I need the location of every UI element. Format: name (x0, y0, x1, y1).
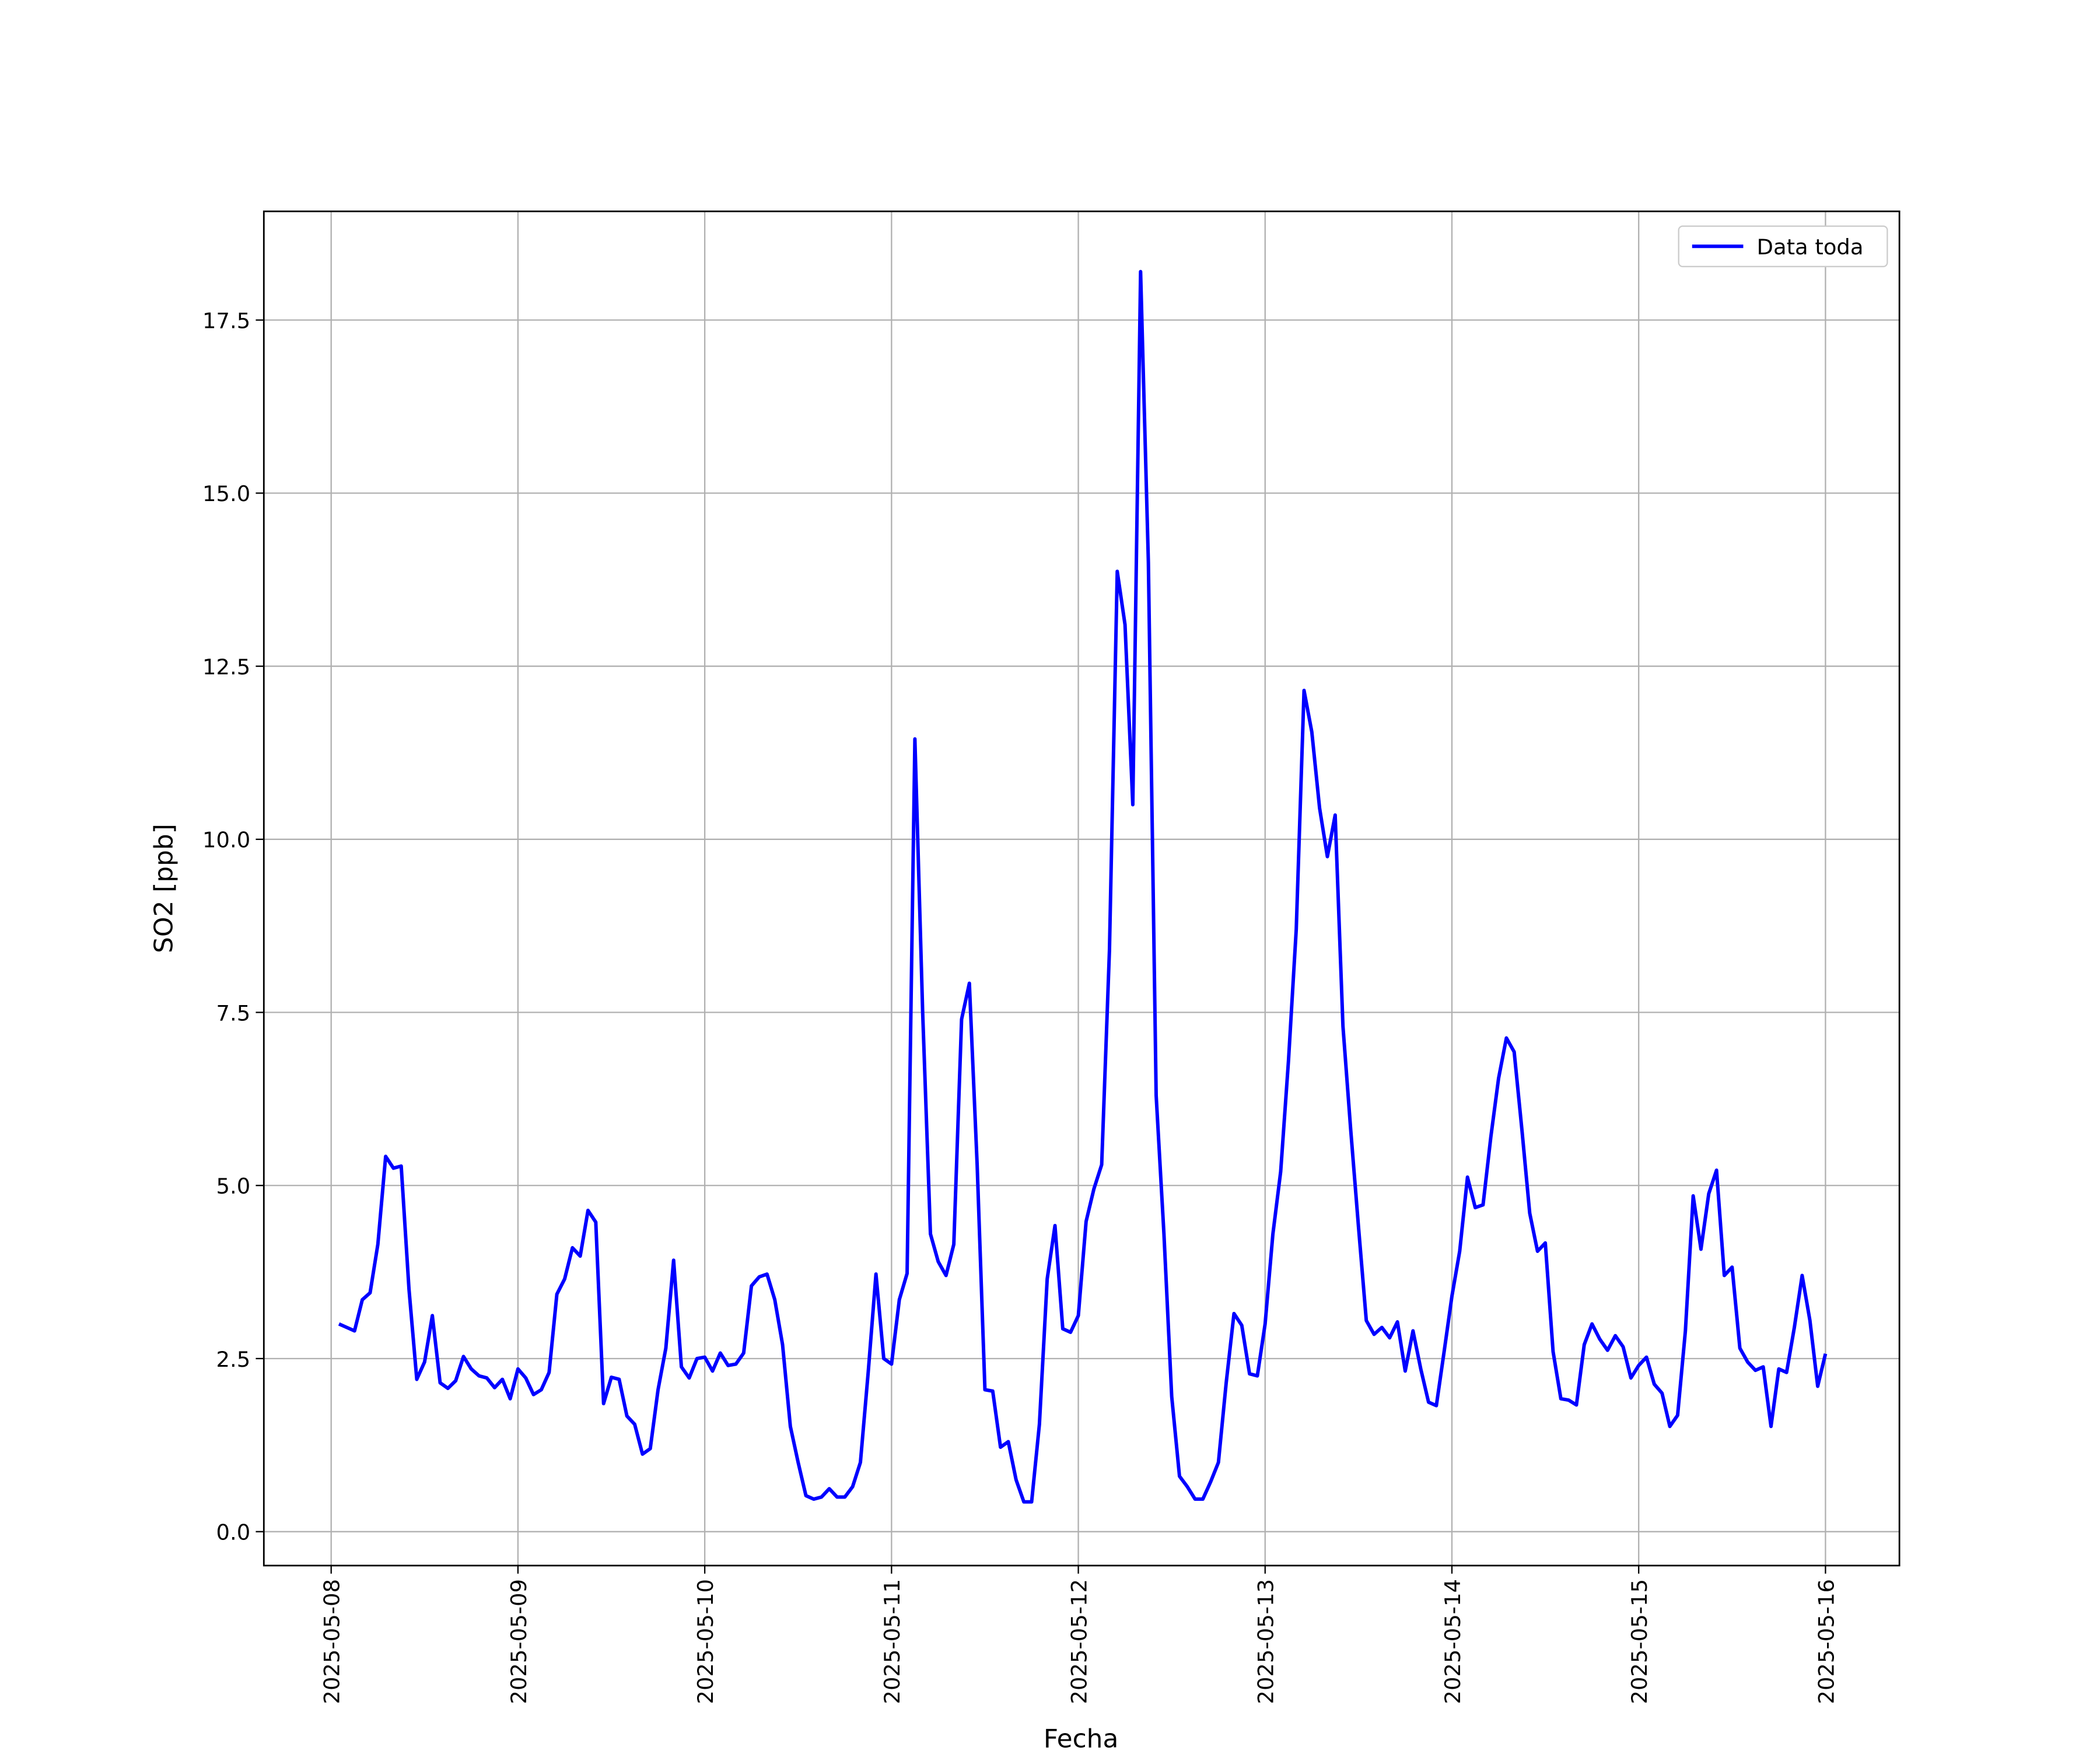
grid (264, 211, 1900, 1566)
x-tick-label: 2025-05-14 (1440, 1579, 1465, 1704)
x-tick-label: 2025-05-12 (1066, 1579, 1091, 1704)
y-tick-label: 12.5 (202, 654, 250, 680)
y-tick-label: 0.0 (216, 1520, 251, 1545)
x-tick-label: 2025-05-15 (1627, 1579, 1652, 1704)
x-tick-label: 2025-05-13 (1254, 1579, 1279, 1704)
y-axis-label: SO2 [ppb] (149, 824, 178, 953)
plot-area (338, 270, 1828, 1504)
legend-box (1678, 225, 1888, 268)
y-tick-label: 17.5 (202, 308, 250, 333)
legend-label: Data toda (1757, 235, 1864, 260)
y-tick-label: 2.5 (216, 1347, 251, 1372)
y-tick-label: 15.0 (202, 481, 250, 506)
y-tick-label: 5.0 (216, 1174, 251, 1199)
x-tick-label: 2025-05-09 (506, 1579, 531, 1704)
axes-frame (262, 210, 1901, 1567)
x-tick-label: 2025-05-10 (693, 1579, 718, 1704)
data-line (338, 270, 1828, 1504)
x-axis-label: Fecha (1044, 1724, 1119, 1750)
x-tick-label: 2025-05-08 (320, 1579, 345, 1704)
legend: Data toda (1678, 225, 1888, 268)
x-tick-label: 2025-05-11 (880, 1579, 905, 1704)
y-tick-label: 7.5 (216, 1000, 251, 1026)
x-tick-label: 2025-05-16 (1814, 1579, 1839, 1704)
y-tick-label: 10.0 (202, 828, 250, 853)
